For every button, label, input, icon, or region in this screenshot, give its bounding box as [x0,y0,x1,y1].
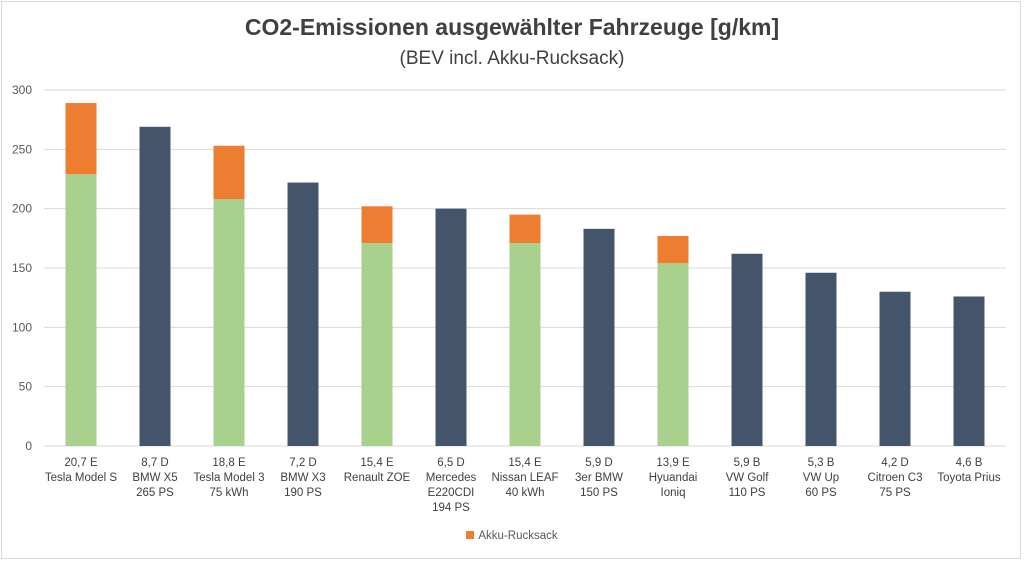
x-category-label: 4,6 B Toyota Prius [937,457,1001,484]
chart-subtitle: (BEV incl. Akku-Rucksack) [399,48,625,69]
bar-base [361,243,393,446]
bar-base [657,263,689,446]
chart-title: CO2-Emissionen ausgewählter Fahrzeuge [g… [244,14,780,40]
x-category-label-line: 4,6 B [956,457,983,469]
x-category-label-line: VW Golf [726,472,770,484]
x-category-label: 15,4 E Nissan LEAF 40 kWh [491,457,558,499]
x-category-label-line: 40 kWh [506,487,545,499]
bar-base [731,253,763,446]
x-category-label-line: 190 PS [284,487,322,499]
y-tick-label: 50 [19,380,33,394]
x-category-label-line: BMW X5 [132,472,177,484]
x-category-label: 13,9 E Hyuandai Ioniq [649,457,698,499]
x-category-label-line: 75 PS [879,487,911,499]
bar-base [435,208,467,446]
x-category-label: 8,7 D BMW X5 265 PS [132,457,177,499]
bar-base [139,126,171,446]
x-category-label-line: 18,8 E [212,457,246,469]
bar-base [287,182,319,446]
x-category-label: 5,9 D 3er BMW 150 PS [575,457,623,499]
x-category-label-line: Citroen C3 [868,472,923,484]
x-category-label-line: 75 kWh [210,487,249,499]
x-category-label-line: Ioniq [661,487,686,499]
bar-akku-rucksack [65,103,97,175]
legend-swatch-akku-rucksack [466,531,475,539]
y-tick-label: 100 [12,320,32,334]
x-category-label-line: 5,9 D [585,457,613,469]
bar-akku-rucksack [509,214,541,244]
y-tick-label: 250 [12,142,32,156]
x-category-label-line: BMW X3 [280,472,325,484]
legend-label-akku-rucksack: Akku-Rucksack [478,530,558,542]
x-category-label: 4,2 D Citroen C3 75 PS [868,457,923,499]
x-category-label: 5,9 B VW Golf 110 PS [726,457,770,499]
y-tick-label: 300 [12,83,32,97]
x-category-label-line: 13,9 E [656,457,690,469]
x-category-label-line: 7,2 D [289,457,317,469]
x-category-label-line: E220CDI [428,487,475,499]
x-category-label-line: 150 PS [580,487,618,499]
x-category-label-line: Toyota Prius [937,472,1001,484]
x-category-label-line: 15,4 E [360,457,394,469]
x-category-label-line: Mercedes [426,472,477,484]
x-category-label-line: 3er BMW [575,472,623,484]
bar-base [213,199,245,446]
x-category-label: 15,4 E Renault ZOE [344,457,411,484]
x-category-label-line: VW Up [803,472,839,484]
x-category-label-line: Tesla Model S [45,472,118,484]
legend: Akku-Rucksack [0,530,1024,542]
bar-akku-rucksack [657,235,689,264]
y-tick-label: 0 [25,439,32,453]
x-category-label-line: 110 PS [729,487,766,499]
x-category-label-line: 8,7 D [141,457,169,469]
bar-base [805,272,837,446]
x-category-label-line: 20,7 E [64,457,98,469]
x-category-label: 20,7 E Tesla Model S [45,457,118,484]
x-category-label-line: 194 PS [432,502,470,514]
x-category-label-line: 6,5 D [437,457,465,469]
y-tick-label: 200 [12,202,32,216]
x-category-label-line: Hyuandai [649,472,698,484]
x-category-label-line: 15,4 E [508,457,542,469]
x-category-label-line: Tesla Model 3 [194,472,265,484]
bar-base [879,291,911,446]
x-category-label-line: Nissan LEAF [491,472,558,484]
bar-base [583,228,615,446]
y-tick-label: 150 [12,261,32,275]
x-category-label-line: 5,3 B [808,457,835,469]
x-category-label: 18,8 E Tesla Model 3 75 kWh [194,457,265,499]
bar-base [953,296,985,446]
bar-akku-rucksack [361,206,393,244]
x-category-label: 6,5 D Mercedes E220CDI 194 PS [426,457,477,514]
bar-base [509,243,541,446]
x-category-label-line: 5,9 B [734,457,761,469]
x-category-label-line: 60 PS [805,487,837,499]
x-category-label-line: 265 PS [136,487,174,499]
x-category-label-line: 4,2 D [881,457,909,469]
bar-akku-rucksack [213,145,245,200]
x-category-label: 7,2 D BMW X3 190 PS [280,457,325,499]
x-category-label: 5,3 B VW Up 60 PS [803,457,839,499]
bar-base [65,174,97,446]
x-category-label-line: Renault ZOE [344,472,411,484]
